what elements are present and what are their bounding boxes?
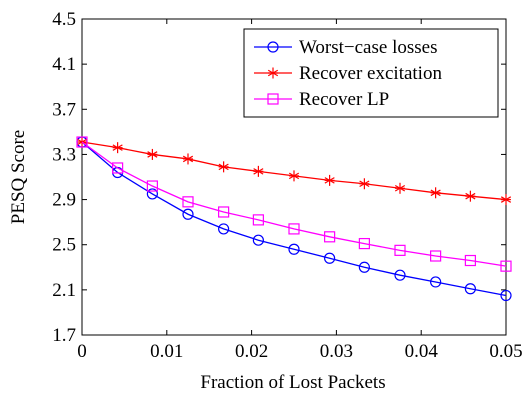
legend-entry: Recover excitation <box>254 63 442 84</box>
legend-label: Recover LP <box>299 89 389 110</box>
y-axis-label: PESQ Score <box>8 130 29 224</box>
data-point <box>394 269 406 281</box>
data-point <box>182 153 194 165</box>
data-point <box>218 161 229 173</box>
data-point <box>288 223 300 235</box>
data-point <box>464 283 476 295</box>
legend-marker <box>267 41 279 53</box>
data-point <box>394 244 406 256</box>
data-point <box>252 234 264 246</box>
y-tick-label: 1.7 <box>52 325 76 346</box>
y-tick-label: 2.5 <box>52 235 76 256</box>
data-point <box>288 170 300 182</box>
data-point <box>147 148 158 160</box>
data-point <box>500 289 512 302</box>
data-point <box>252 214 264 226</box>
x-tick-label: 0.05 <box>489 341 522 362</box>
data-point <box>465 190 476 202</box>
data-point <box>324 252 336 264</box>
data-point <box>76 136 88 148</box>
data-point <box>218 223 230 235</box>
ticks-layer: 0 0.01 0.02 0.03 0.04 0.05 1.7 2.1 2.5 2.9 3.3 3.7 4… <box>52 9 522 362</box>
series-line <box>81 141 507 297</box>
y-tick-label: 4.5 <box>52 9 76 30</box>
data-point <box>182 208 194 220</box>
legend-label: Worst−case losses <box>299 37 437 58</box>
y-tick-label: 3.3 <box>52 144 76 165</box>
legend-entry: Worst−case losses <box>254 37 437 58</box>
data-point <box>182 196 194 208</box>
data-point <box>358 237 370 250</box>
legend-label: Recover excitation <box>299 63 442 84</box>
legend-entry: Recover LP <box>254 89 389 110</box>
y-tick-label: 4.1 <box>52 54 76 75</box>
x-tick-label: 0.04 <box>405 341 439 362</box>
data-point <box>500 260 512 272</box>
series-line <box>81 141 507 267</box>
data-point <box>464 254 476 267</box>
series-layer <box>76 136 512 302</box>
data-point <box>324 174 335 186</box>
y-tick-label: 2.9 <box>52 190 76 211</box>
x-tick-label: 0.01 <box>150 341 183 362</box>
x-tick-label: 0.02 <box>235 341 268 362</box>
data-point <box>146 188 158 200</box>
data-point <box>430 250 442 262</box>
data-point <box>288 243 300 255</box>
y-tick-label: 3.7 <box>52 99 76 120</box>
data-point <box>358 261 370 273</box>
legend-marker <box>267 67 279 79</box>
legend-marker <box>267 93 279 105</box>
data-point <box>500 194 512 206</box>
data-point <box>430 187 441 199</box>
x-tick-label: 0 <box>77 341 87 362</box>
data-point <box>112 142 123 154</box>
x-tick-label: 0.03 <box>320 341 353 362</box>
x-axis-label: Fraction of Lost Packets <box>200 372 385 393</box>
data-point <box>253 165 264 177</box>
legend-layer: Worst−case losses Recover excitation Recov… <box>243 28 499 118</box>
series-square <box>76 136 512 272</box>
data-point <box>146 180 158 192</box>
data-point <box>430 276 442 288</box>
data-point <box>112 162 124 174</box>
data-point <box>394 182 406 194</box>
data-point <box>218 206 230 218</box>
data-point <box>324 231 336 243</box>
series-star <box>76 136 512 206</box>
data-point <box>359 178 370 190</box>
y-tick-label: 2.1 <box>52 280 76 301</box>
